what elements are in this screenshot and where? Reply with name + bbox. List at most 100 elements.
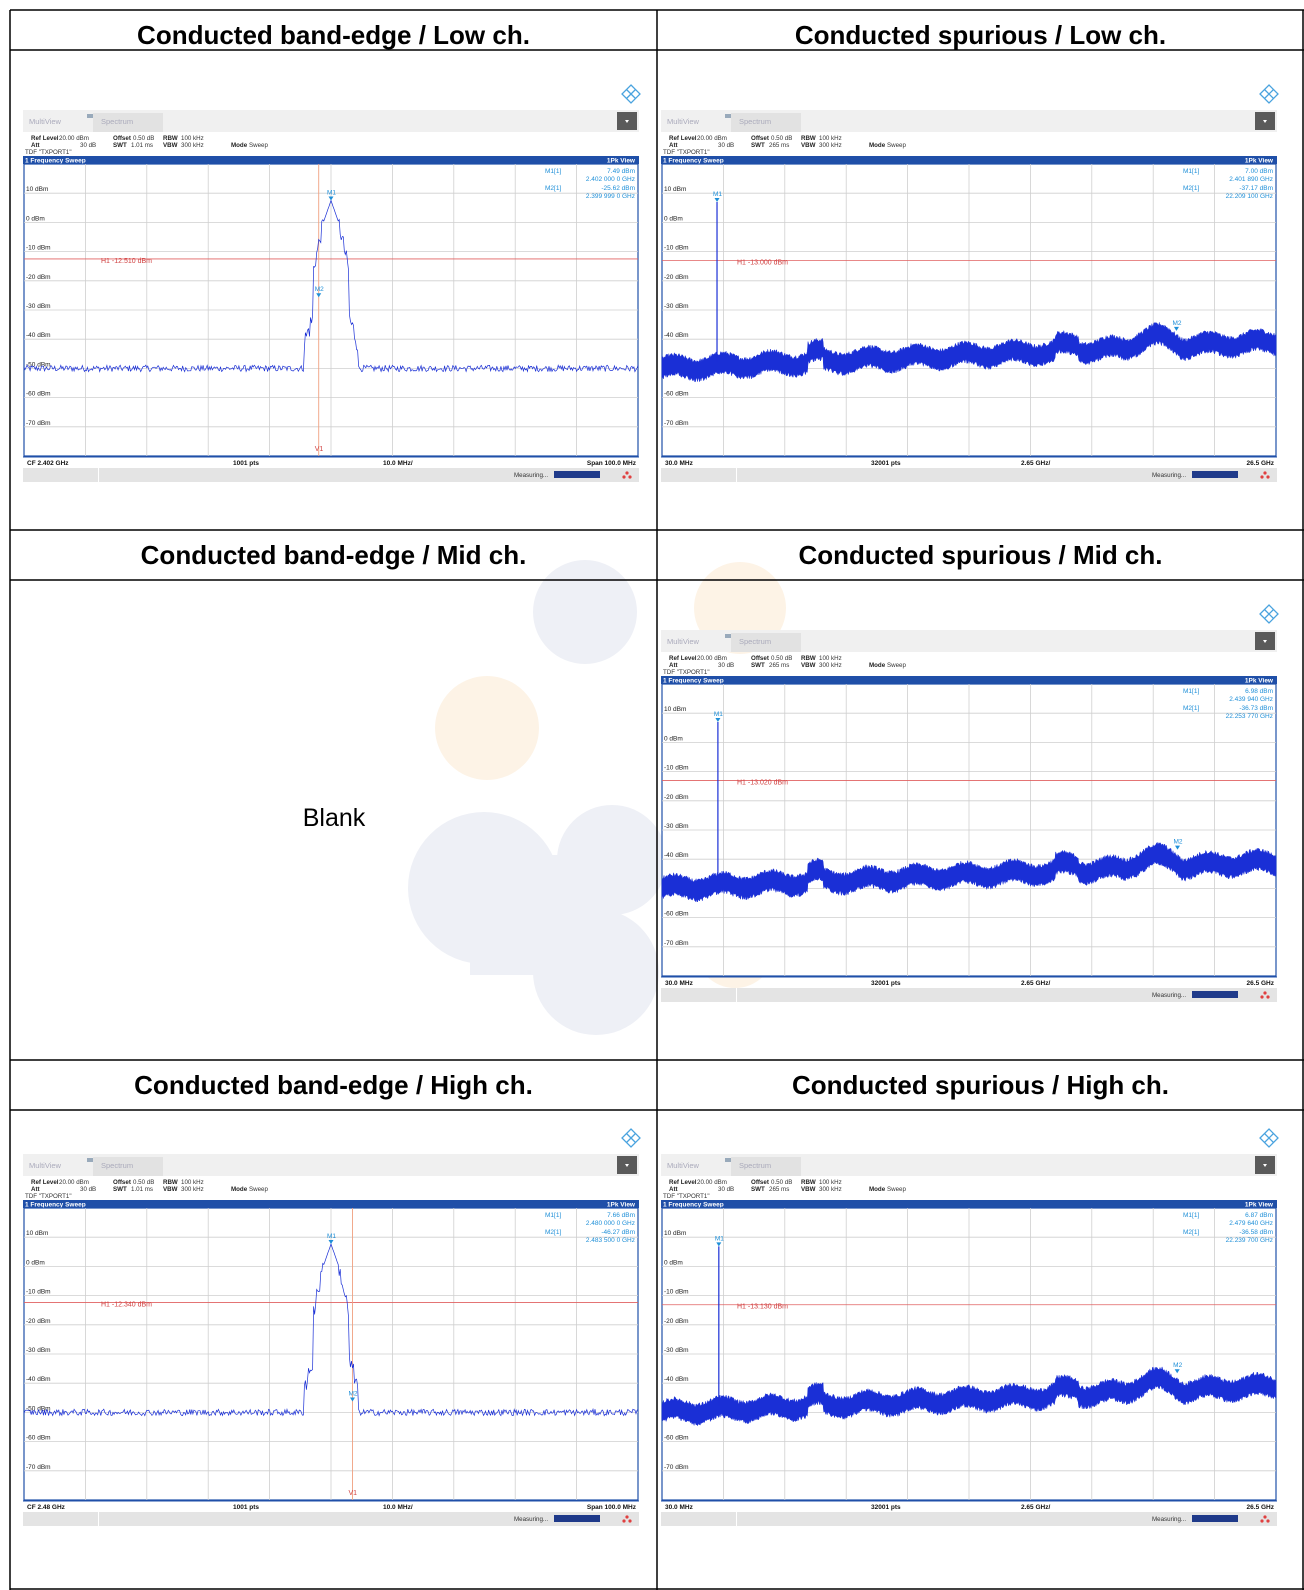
analyzer-screen-spurious_high: MultiView Spectrum Ref Level 20.00 dBm Offse… [661, 1128, 1279, 1526]
network-icon-dot [1260, 1519, 1264, 1523]
cell-title: Conducted spurious / Mid ch. [799, 540, 1163, 570]
rbw-value: 100 kHz [181, 135, 204, 142]
rbw-value: 100 kHz [181, 1179, 204, 1186]
tab-spectrum[interactable] [731, 633, 801, 652]
tdf-label: TDF "TXPORT1" [25, 1193, 72, 1200]
tab-multiview: MultiView [667, 1161, 700, 1170]
y-tick-label: -40 dBm [26, 1376, 51, 1383]
mode-label: Mode [869, 662, 886, 669]
cell-title: Conducted band-edge / High ch. [134, 1070, 533, 1100]
analyzer-screen-bandedge_high: MultiView Spectrum Ref Level 20.00 dBm Offse… [23, 1128, 641, 1526]
sweep-title: 1 Frequency Sweep [663, 158, 724, 165]
footer-division: 10.0 MHz/ [383, 460, 413, 467]
m1-label: M1[1] [545, 168, 561, 175]
y-tick-label: -20 dBm [664, 274, 689, 281]
gridlines [24, 164, 638, 456]
sweep-titlebar [23, 1200, 639, 1208]
rs-logo-icon [1259, 1128, 1279, 1148]
footer-left: CF 2.48 GHz [27, 1504, 66, 1511]
ref-label: Ref Level [31, 135, 59, 142]
swt-label: SWT [113, 142, 127, 149]
cell-title: Conducted band-edge / Low ch. [137, 20, 530, 50]
network-icon-dot [622, 1519, 626, 1523]
h1-label: H1 -13.000 dBm [737, 259, 788, 266]
offset-value: 0.50 dB [133, 1179, 154, 1186]
mode-label: Mode [231, 142, 248, 149]
progress-bar [554, 1515, 600, 1522]
watermark-shape [533, 560, 637, 664]
sweep-titlebar [661, 676, 1277, 684]
marker-m2-tag: M2 [348, 1391, 357, 1398]
marker-m1 [715, 718, 721, 723]
tab-spectrum[interactable] [93, 1157, 163, 1176]
cell-title: Conducted band-edge / Mid ch. [141, 540, 527, 570]
m2-label: M2[1] [545, 185, 561, 192]
y-tick-label: 10 dBm [664, 1230, 686, 1237]
m1-freq: 2.439 940 GHz [1229, 696, 1273, 703]
m1-level: 7.00 dBm [1245, 168, 1273, 175]
offset-label: Offset [751, 655, 769, 662]
status-divider [736, 988, 737, 1002]
network-icon-dot [625, 471, 629, 475]
marker-m2 [1173, 326, 1179, 331]
network-icon-dot [622, 475, 626, 479]
footer-left: CF 2.402 GHz [27, 460, 69, 467]
measuring-label: Measuring... [514, 1516, 548, 1523]
att-value: 30 dB [718, 1186, 734, 1193]
tab-spectrum[interactable] [731, 1157, 801, 1176]
offset-label: Offset [751, 1179, 769, 1186]
att-label: Att [669, 142, 678, 149]
swt-value: 1.01 ms [131, 142, 153, 149]
vbw-label: VBW [801, 1186, 816, 1193]
y-tick-label: -70 dBm [664, 1464, 689, 1471]
ref-value: 20.00 dBm [697, 135, 727, 142]
status-bar [23, 468, 639, 482]
rs-logo-shape [1264, 609, 1274, 619]
status-divider [736, 1512, 737, 1526]
y-tick-label: -10 dBm [664, 245, 689, 252]
y-tick-label: -70 dBm [664, 420, 689, 427]
tab-spectrum-label: Spectrum [739, 637, 771, 646]
tab-spectrum-label: Spectrum [101, 1161, 133, 1170]
y-tick-label: -60 dBm [26, 1435, 51, 1442]
watermark-shape [470, 855, 600, 975]
marker-m2 [1175, 845, 1181, 850]
mode-label: Mode [231, 1186, 248, 1193]
y-tick-label: -10 dBm [26, 1289, 51, 1296]
y-tick-label: -30 dBm [664, 1347, 689, 1354]
tab-spectrum-label: Spectrum [101, 117, 133, 126]
y-tick-label: -40 dBm [664, 1376, 689, 1383]
analyzer-screen-spurious_low: MultiView Spectrum Ref Level 20.00 dBm Offse… [661, 84, 1279, 482]
chevron-down-icon [1263, 120, 1267, 123]
vbw-label: VBW [163, 142, 178, 149]
rs-logo-shape [1259, 604, 1279, 624]
vbw-value: 300 kHz [181, 1186, 204, 1193]
watermark-shape [435, 676, 539, 780]
y-tick-label: -20 dBm [26, 1318, 51, 1325]
footer-left: 30.0 MHz [665, 980, 694, 987]
h1-label: H1 -13.020 dBm [737, 779, 788, 786]
rs-logo-icon [621, 84, 641, 104]
y-tick-label: -30 dBm [664, 823, 689, 830]
progress-bar [1192, 991, 1238, 998]
tab-spectrum[interactable] [93, 113, 163, 132]
att-label: Att [31, 1186, 40, 1193]
m2-level: -25.62 dBm [601, 185, 635, 192]
cell-title: Conducted spurious / High ch. [792, 1070, 1169, 1100]
network-icon-dot [1260, 995, 1264, 999]
sweep-title: 1 Frequency Sweep [25, 158, 86, 165]
swt-label: SWT [751, 142, 765, 149]
y-tick-label: -30 dBm [26, 303, 51, 310]
h1-label: H1 -13.130 dBm [737, 1304, 788, 1311]
network-icon-dot [625, 1515, 629, 1519]
marker-m2 [1174, 1369, 1180, 1374]
y-tick-label: -10 dBm [26, 245, 51, 252]
y-tick-label: -40 dBm [664, 852, 689, 859]
y-tick-label: -60 dBm [664, 911, 689, 918]
vbw-label: VBW [801, 662, 816, 669]
m2-label: M2[1] [545, 1229, 561, 1236]
offset-value: 0.50 dB [133, 135, 154, 142]
tab-spectrum[interactable] [731, 113, 801, 132]
view-label: 1Pk View [607, 1202, 636, 1209]
att-value: 30 dB [718, 142, 734, 149]
